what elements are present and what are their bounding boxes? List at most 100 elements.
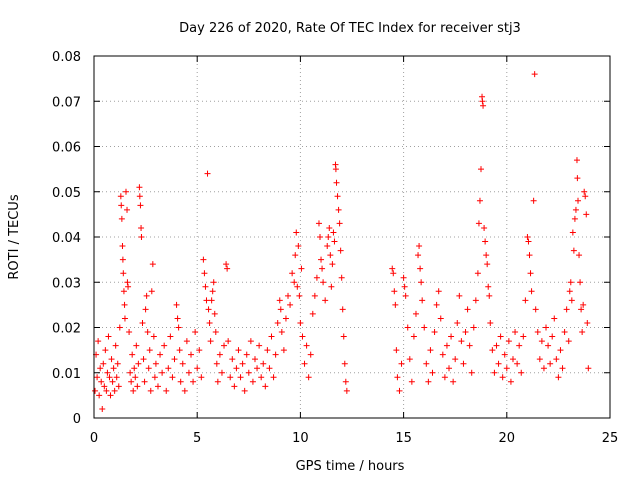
- data-point: [262, 383, 269, 390]
- y-tick-label: 0.08: [52, 50, 81, 65]
- data-point: [97, 365, 104, 372]
- data-point: [561, 329, 568, 336]
- data-point: [416, 243, 423, 250]
- data-point: [460, 360, 467, 367]
- data-point: [534, 329, 541, 336]
- x-tick-label: 10: [292, 431, 309, 446]
- data-point: [571, 215, 578, 222]
- data-point: [396, 387, 403, 394]
- data-point: [531, 71, 538, 78]
- data-point: [335, 206, 342, 213]
- data-point: [142, 306, 149, 313]
- data-point: [264, 347, 271, 354]
- data-point: [294, 283, 301, 290]
- data-point: [311, 292, 318, 299]
- data-point: [289, 270, 296, 277]
- data-point: [565, 338, 572, 345]
- data-point: [429, 369, 436, 376]
- data-point: [518, 369, 525, 376]
- data-point: [573, 157, 580, 164]
- data-point: [572, 206, 579, 213]
- data-point: [298, 265, 305, 272]
- x-tick-labels: 0 5 10 15 20 25: [90, 431, 618, 446]
- data-point: [476, 197, 483, 204]
- data-point: [478, 166, 484, 173]
- data-point: [576, 252, 583, 259]
- data-point: [241, 387, 248, 394]
- data-point: [200, 256, 207, 263]
- data-point: [309, 310, 316, 317]
- data-point: [227, 374, 234, 381]
- data-point: [120, 270, 127, 277]
- data-point: [109, 378, 116, 385]
- data-point: [497, 333, 504, 340]
- data-point: [452, 356, 459, 363]
- data-point: [305, 374, 312, 381]
- data-point: [117, 193, 124, 200]
- data-point: [330, 229, 337, 236]
- data-point: [149, 261, 156, 268]
- data-point: [251, 356, 258, 363]
- data-point: [327, 252, 334, 259]
- data-point: [110, 365, 117, 372]
- data-point: [551, 315, 558, 322]
- chart-title: Day 226 of 2020, Rate Of TEC Index for r…: [179, 21, 521, 36]
- data-point: [145, 365, 152, 372]
- data-point: [174, 315, 181, 322]
- data-point: [575, 197, 582, 204]
- data-point: [324, 243, 331, 250]
- data-point: [127, 369, 134, 376]
- data-point: [568, 297, 575, 304]
- data-point: [176, 347, 183, 354]
- data-point: [124, 279, 131, 286]
- data-point: [256, 342, 263, 349]
- data-point: [157, 351, 164, 358]
- data-point: [212, 329, 219, 336]
- data-point: [392, 301, 399, 308]
- data-point: [112, 342, 119, 349]
- data-point: [277, 306, 284, 313]
- data-point: [128, 378, 135, 385]
- data-point: [501, 351, 508, 358]
- plot-frame: [93, 55, 611, 419]
- data-point: [433, 301, 440, 308]
- data-point: [480, 102, 487, 109]
- data-point: [439, 351, 446, 358]
- x-tick-label: 0: [90, 431, 98, 446]
- data-point: [301, 360, 308, 367]
- data-point: [484, 261, 491, 268]
- data-point: [549, 333, 556, 340]
- data-point: [138, 234, 145, 240]
- data-point: [566, 288, 573, 295]
- grid-lines: [94, 56, 610, 418]
- data-point: [404, 324, 411, 331]
- data-point: [100, 360, 107, 367]
- data-point: [581, 188, 588, 195]
- x-tick-label: 15: [395, 431, 412, 446]
- data-point: [95, 338, 102, 345]
- data-point: [514, 360, 521, 367]
- data-point: [138, 224, 145, 231]
- data-point: [179, 360, 186, 367]
- axis-ticks: [93, 55, 611, 419]
- data-point: [140, 356, 147, 363]
- data-point: [524, 234, 531, 240]
- data-point: [584, 319, 591, 326]
- data-point: [454, 319, 461, 326]
- y-axis-label: ROTI / TECUs: [7, 194, 22, 279]
- data-point: [569, 229, 576, 236]
- data-point: [268, 333, 275, 340]
- data-point: [146, 347, 153, 354]
- data-point: [147, 387, 154, 394]
- x-tick-label: 5: [193, 431, 201, 446]
- data-point: [527, 270, 534, 277]
- data-point: [223, 261, 230, 268]
- data-point: [206, 319, 213, 326]
- data-point: [307, 351, 314, 358]
- data-point: [254, 365, 261, 372]
- data-point: [512, 329, 519, 336]
- y-tick-label: 0.01: [52, 367, 81, 382]
- data-point: [326, 224, 333, 231]
- data-point: [202, 283, 209, 290]
- data-point: [137, 202, 144, 209]
